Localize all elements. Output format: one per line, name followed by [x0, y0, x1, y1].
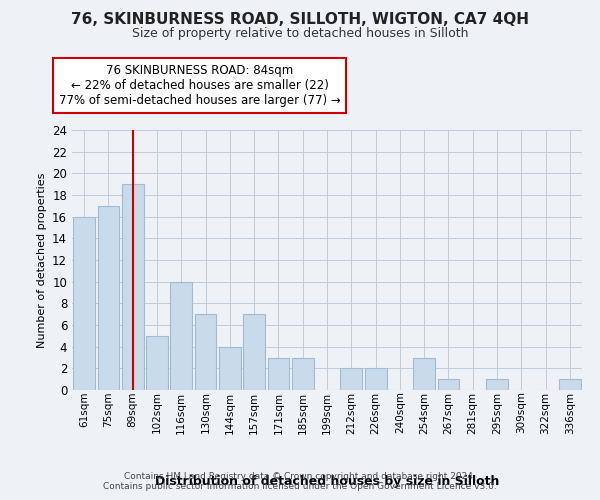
Bar	[146, 336, 168, 390]
Bar	[292, 358, 314, 390]
Bar	[73, 216, 95, 390]
Bar	[340, 368, 362, 390]
Bar	[413, 358, 435, 390]
X-axis label: Distribution of detached houses by size in Silloth: Distribution of detached houses by size …	[155, 475, 499, 488]
Text: Contains public sector information licensed under the Open Government Licence v3: Contains public sector information licen…	[103, 482, 497, 491]
Y-axis label: Number of detached properties: Number of detached properties	[37, 172, 47, 348]
Bar	[268, 358, 289, 390]
Text: Size of property relative to detached houses in Silloth: Size of property relative to detached ho…	[132, 28, 468, 40]
Bar	[97, 206, 119, 390]
Bar	[486, 379, 508, 390]
Text: 76 SKINBURNESS ROAD: 84sqm
← 22% of detached houses are smaller (22)
77% of semi: 76 SKINBURNESS ROAD: 84sqm ← 22% of deta…	[59, 64, 340, 108]
Text: 76, SKINBURNESS ROAD, SILLOTH, WIGTON, CA7 4QH: 76, SKINBURNESS ROAD, SILLOTH, WIGTON, C…	[71, 12, 529, 28]
Bar	[437, 379, 460, 390]
Bar	[122, 184, 143, 390]
Bar	[194, 314, 217, 390]
Text: Contains HM Land Registry data © Crown copyright and database right 2024.: Contains HM Land Registry data © Crown c…	[124, 472, 476, 481]
Bar	[559, 379, 581, 390]
Bar	[219, 346, 241, 390]
Bar	[243, 314, 265, 390]
Bar	[365, 368, 386, 390]
Bar	[170, 282, 192, 390]
